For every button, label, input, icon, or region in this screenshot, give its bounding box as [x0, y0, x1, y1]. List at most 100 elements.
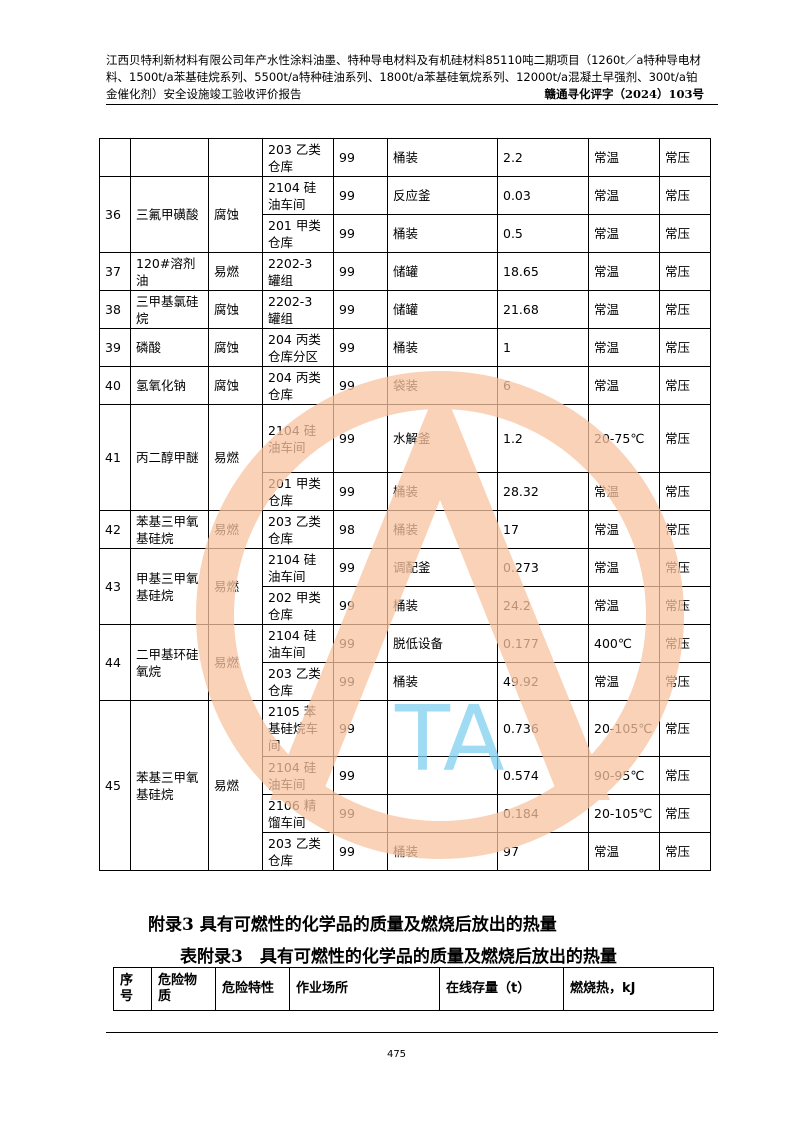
location-cell: 203 乙类仓库 [262, 832, 334, 871]
appendix-heading: 附录3 具有可燃性的化学品的质量及燃烧后放出的热量 [148, 915, 557, 935]
report-title: 江西贝特利新材料有限公司年产水性涂料油墨、特种导电材料及有机硅材料85110吨二… [106, 53, 701, 101]
location-cell: 202 甲类仓库 [262, 586, 334, 625]
column-header: 序号 [113, 967, 152, 1011]
storage-mode-cell: 桶装 [387, 510, 498, 549]
pressure-cell: 常压 [659, 252, 711, 291]
hazard-cell: 易燃 [208, 510, 263, 549]
hazard-cell: 腐蚀 [208, 176, 263, 253]
pressure-cell: 常压 [659, 472, 711, 511]
location-cell: 2202-3 罐组 [262, 252, 334, 291]
quantity-cell: 0.177 [497, 624, 589, 663]
pressure-cell: 常压 [659, 404, 711, 473]
pressure-cell: 常压 [659, 794, 711, 833]
storage-mode-cell: 桶装 [387, 472, 498, 511]
location-cell: 2105 苯基硅烷车间 [262, 700, 334, 757]
table-row: 42 苯基三甲氧基硅烷 易燃 203 乙类仓库 98 桶装 17 常温 常压 [99, 510, 711, 549]
table-row: 43 甲基三甲氧基硅烷 易燃 2104 硅油车间 99 调配釜 0.273 常温 常压 [99, 548, 711, 625]
pressure-cell: 常压 [659, 510, 711, 549]
pressure-cell: 常压 [659, 586, 711, 625]
purity-cell: 99 [333, 252, 388, 291]
chemical-name-cell: 丙二醇甲醚 [130, 404, 209, 511]
storage-mode-cell: 脱低设备 [387, 624, 498, 663]
location-cell: 203 乙类仓库 [262, 138, 334, 177]
footer-divider [106, 1032, 718, 1033]
appendix-table-title: 表附录3 具有可燃性的化学品的质量及燃烧后放出的热量 [180, 947, 617, 967]
serial-number-cell: 41 [99, 404, 131, 511]
purity-cell: 99 [333, 328, 388, 367]
table-row: 36 三氟甲磺酸 腐蚀 2104 硅油车间 99 反应釜 0.03 常温 常压 [99, 176, 711, 253]
hazard-cell: 易燃 [208, 548, 263, 625]
chemical-name-cell: 甲基三甲氧基硅烷 [130, 548, 209, 625]
temperature-cell: 400℃ [588, 624, 660, 663]
quantity-cell: 28.32 [497, 472, 589, 511]
temperature-cell: 常温 [588, 472, 660, 511]
pressure-cell: 常压 [659, 366, 711, 405]
storage-mode-cell: 桶装 [387, 328, 498, 367]
pressure-cell: 常压 [659, 662, 711, 701]
storage-mode-cell: 桶装 [387, 586, 498, 625]
serial-number-cell: 38 [99, 290, 131, 329]
location-cell: 2104 硅油车间 [262, 176, 334, 215]
storage-mode-cell [387, 700, 498, 757]
column-header: 危险特性 [215, 967, 290, 1011]
temperature-cell: 常温 [588, 176, 660, 215]
quantity-cell: 2.2 [497, 138, 589, 177]
temperature-cell: 常温 [588, 214, 660, 253]
quantity-cell: 1.2 [497, 404, 589, 473]
hazard-cell: 腐蚀 [208, 328, 263, 367]
quantity-cell: 49.92 [497, 662, 589, 701]
temperature-cell: 常温 [588, 138, 660, 177]
chemical-name-cell: 二甲基环硅氧烷 [130, 624, 209, 701]
chemical-name-cell: 三氟甲磺酸 [130, 176, 209, 253]
document-number: 赣通寻化评字（2024）103号 [544, 87, 704, 101]
serial-number-cell: 45 [99, 700, 131, 871]
pressure-cell: 常压 [659, 290, 711, 329]
column-header: 燃烧热，kJ [563, 967, 714, 1011]
quantity-cell: 6 [497, 366, 589, 405]
storage-mode-cell: 桶装 [387, 214, 498, 253]
table-row: 45 苯基三甲氧基硅烷 易燃 2105 苯基硅烷车间 99 0.736 20-105℃ 常压 [99, 700, 711, 871]
location-cell: 2106 精馏车间 [262, 794, 334, 833]
column-header: 危险物质 [151, 967, 216, 1011]
table-row: 41 丙二醇甲醚 易燃 2104 硅油车间 99 水解釜 1.2 20-75℃ 常压 [99, 404, 711, 511]
purity-cell: 99 [333, 794, 388, 833]
hazard-cell: 易燃 [208, 404, 263, 511]
quantity-cell: 0.5 [497, 214, 589, 253]
purity-cell: 99 [333, 404, 388, 473]
location-cell: 201 甲类仓库 [262, 214, 334, 253]
pressure-cell: 常压 [659, 328, 711, 367]
purity-cell: 99 [333, 366, 388, 405]
purity-cell: 99 [333, 176, 388, 215]
purity-cell: 99 [333, 756, 388, 795]
storage-mode-cell: 反应釜 [387, 176, 498, 215]
temperature-cell: 90-95℃ [588, 756, 660, 795]
quantity-cell: 0.273 [497, 548, 589, 587]
storage-mode-cell: 储罐 [387, 252, 498, 291]
pressure-cell: 常压 [659, 756, 711, 795]
chemical-name-cell: 磷酸 [130, 328, 209, 367]
page-number: 475 [386, 1049, 407, 1060]
temperature-cell: 20-75℃ [588, 404, 660, 473]
temperature-cell: 常温 [588, 290, 660, 329]
purity-cell: 99 [333, 700, 388, 757]
table-row: 203 乙类仓库 99 桶装 2.2 常温 常压 [99, 138, 711, 177]
table-row: 201 甲类仓库 99 桶装 0.5 常温 常压 [100, 214, 711, 253]
location-cell: 2104 硅油车间 [262, 756, 334, 795]
storage-mode-cell: 袋装 [387, 366, 498, 405]
serial-number-cell: 43 [99, 548, 131, 625]
temperature-cell: 常温 [588, 366, 660, 405]
table-header-row: 序号 危险物质 危险特性 作业场所 在线存量（t） 燃烧热，kJ [113, 967, 714, 1011]
hazard-cell: 腐蚀 [208, 366, 263, 405]
hazard-cell: 易燃 [208, 700, 263, 871]
quantity-cell: 1 [497, 328, 589, 367]
temperature-cell: 常温 [588, 252, 660, 291]
storage-mode-cell: 桶装 [387, 662, 498, 701]
location-cell: 201 甲类仓库 [262, 472, 334, 511]
temperature-cell: 常温 [588, 586, 660, 625]
chemical-name-cell: 三甲基氯硅烷 [130, 290, 209, 329]
purity-cell: 99 [333, 624, 388, 663]
temperature-cell: 常温 [588, 662, 660, 701]
location-cell: 204 丙类仓库分区 [262, 328, 334, 367]
table-row: 38 三甲基氯硅烷 腐蚀 2202-3 罐组 99 储罐 21.68 常温 常压 [99, 290, 711, 329]
temperature-cell: 常温 [588, 548, 660, 587]
